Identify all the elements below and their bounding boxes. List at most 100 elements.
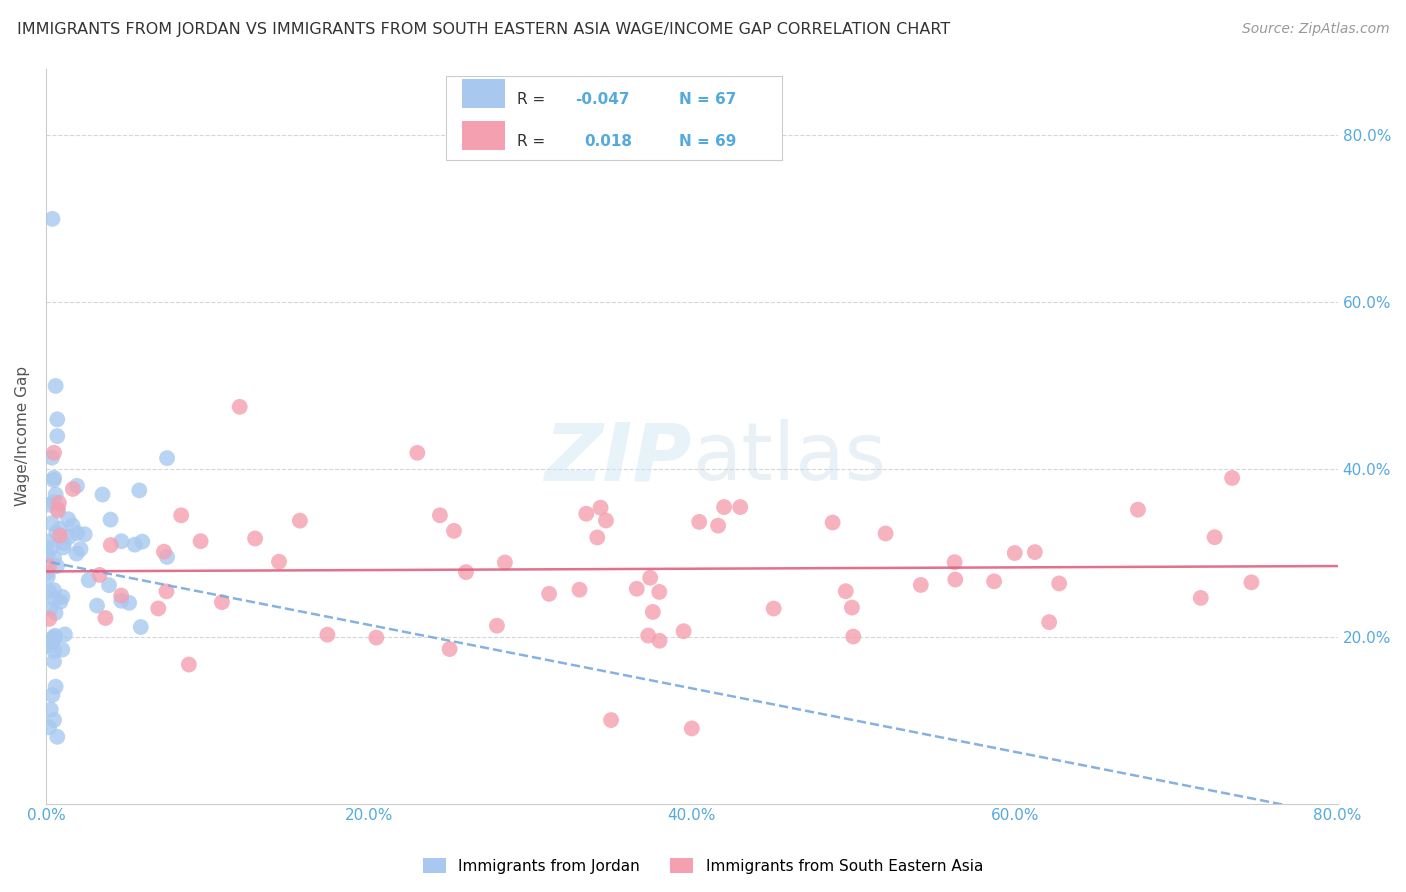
Point [589,500,612,515]
Point [66,479,89,493]
Point [494,556,516,570]
Point [648,585,671,599]
Text: ZIP: ZIP [544,419,692,497]
Point [875,526,897,541]
Point [538,587,561,601]
Point [148,601,170,615]
Point [672,624,695,639]
Point [835,584,858,599]
Point [688,515,710,529]
Point [46,559,69,574]
Point [45,525,67,540]
Point [1126,502,1149,516]
Point [100,513,122,527]
Point [44,629,66,643]
Point [45,606,67,620]
Point [211,595,233,609]
Point [713,500,735,514]
Point [110,589,132,603]
Point [39,703,62,717]
Point [42,633,65,648]
Point [51,590,73,604]
Point [485,618,508,632]
Point [42,473,65,487]
Point [69,542,91,557]
Text: R =: R = [517,134,555,149]
Point [62,482,84,496]
Point [45,379,67,393]
Point [86,599,108,613]
Point [228,400,250,414]
Point [45,487,67,501]
Point [89,568,111,582]
Point [110,534,132,549]
Point [49,522,72,536]
Point [110,593,132,607]
Point [638,571,661,585]
Point [42,713,65,727]
Point [66,526,89,541]
Point [38,559,60,574]
Point [1220,471,1243,485]
Point [118,596,141,610]
Point [131,534,153,549]
Point [443,524,465,538]
Point [170,508,193,523]
Point [568,582,591,597]
Point [49,528,72,542]
Point [910,578,932,592]
Point [943,573,966,587]
FancyBboxPatch shape [463,121,505,150]
Point [943,555,966,569]
Point [46,504,69,518]
Point [707,518,730,533]
Text: -0.047: -0.047 [575,92,630,106]
Point [39,639,62,653]
Point [1004,546,1026,560]
Point [1204,530,1226,544]
Point [44,630,66,644]
Point [73,527,96,541]
Point [983,574,1005,589]
Point [100,538,122,552]
Point [52,536,75,550]
Point [51,642,73,657]
Point [728,500,751,514]
Point [62,518,84,533]
Point [41,688,63,702]
Point [1047,576,1070,591]
Point [42,583,65,598]
Point [41,541,63,555]
Point [52,541,75,555]
Point [316,628,339,642]
Point [37,569,59,583]
Point [641,605,664,619]
Text: R =: R = [517,92,551,106]
Point [288,514,311,528]
Point [821,516,844,530]
Point [48,496,70,510]
Point [42,655,65,669]
Point [762,601,785,615]
Point [91,487,114,501]
Point [38,584,60,599]
Point [177,657,200,672]
Point [44,592,66,607]
Point [45,680,67,694]
Point [42,446,65,460]
Point [648,633,671,648]
Text: N = 69: N = 69 [679,134,737,149]
Point [366,631,388,645]
Point [77,573,100,587]
Point [39,602,62,616]
Point [243,532,266,546]
Point [595,514,617,528]
Text: IMMIGRANTS FROM JORDAN VS IMMIGRANTS FROM SOUTH EASTERN ASIA WAGE/INCOME GAP COR: IMMIGRANTS FROM JORDAN VS IMMIGRANTS FRO… [17,22,950,37]
Point [156,451,179,466]
Point [58,530,80,544]
Point [41,211,63,226]
Point [841,600,863,615]
Point [600,713,623,727]
Text: 0.018: 0.018 [585,134,633,149]
FancyBboxPatch shape [446,76,782,161]
